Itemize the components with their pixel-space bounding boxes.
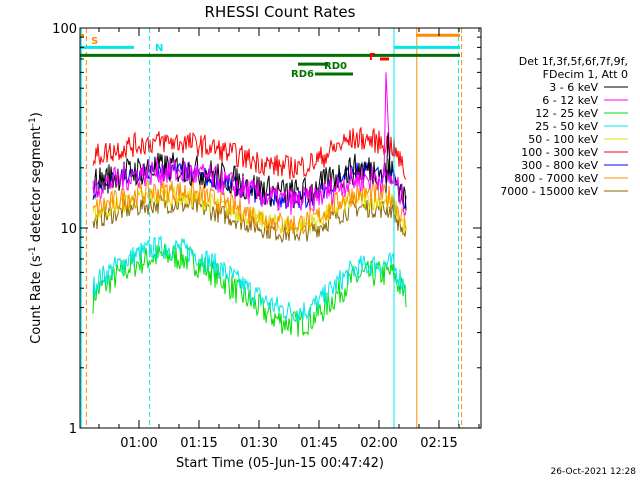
y-label-part3: ) xyxy=(29,112,44,117)
y-tick-label-3: 100 xyxy=(52,22,77,37)
flare-spike-black xyxy=(385,132,391,193)
s-marker xyxy=(81,34,84,37)
y-tick-label-1: 1 xyxy=(69,422,77,437)
legend-label-1: 3 - 6 keV xyxy=(549,81,598,94)
series-line-3 xyxy=(92,243,407,337)
y-label-exp2: -1 xyxy=(28,117,38,126)
series-line-8 xyxy=(92,179,407,235)
legend-label-9: 7000 - 15000 keV xyxy=(500,185,598,198)
label-rd6: RD6 xyxy=(291,69,314,80)
x-tick-label-3: 01:30 xyxy=(240,436,277,451)
x-tick-label-5: 02:00 xyxy=(360,436,397,451)
series-line-4 xyxy=(92,234,407,323)
x-tick-label-2: 01:15 xyxy=(180,436,217,451)
plot-area: S N RD0 RD6 F xyxy=(80,28,463,428)
x-axis-label: Start Time (05-Jun-15 00:47:42) xyxy=(176,456,384,471)
legend-label-3: 12 - 25 keV xyxy=(535,107,598,120)
label-f: F xyxy=(369,52,376,63)
plot-clipped xyxy=(92,72,407,337)
axis-ticks: 1 10 100 01:00 01:15 01:30 01:45 02:00 02:15 xyxy=(52,22,481,451)
label-rd0: RD0 xyxy=(324,61,347,72)
legend-header-1: Det 1f,3f,5f,6f,7f,9f, xyxy=(519,55,628,68)
legend-label-8: 800 - 7000 keV xyxy=(514,172,598,185)
y-label-part1: Count Rate (s xyxy=(29,255,44,344)
legend-header-2: FDecim 1, Att 0 xyxy=(543,68,628,81)
legend-label-7: 300 - 800 keV xyxy=(521,159,598,172)
y-label-part2: detector segment xyxy=(29,126,44,246)
flare-spike-magenta xyxy=(383,72,391,177)
plot-frame xyxy=(79,27,482,429)
y-tick-label-2: 10 xyxy=(60,222,77,237)
x-tick-label-6: 02:15 xyxy=(420,436,457,451)
x-tick-label-4: 01:45 xyxy=(300,436,337,451)
legend: Det 1f,3f,5f,6f,7f,9f,FDecim 1, Att 03 -… xyxy=(500,55,628,198)
y-label-exp1: -1 xyxy=(28,246,38,255)
legend-label-5: 50 - 100 keV xyxy=(528,133,598,146)
y-axis-label: Count Rate (s-1 detector segment-1) xyxy=(28,112,44,344)
chart-title: RHESSI Count Rates xyxy=(205,3,356,21)
legend-label-6: 100 - 300 keV xyxy=(521,146,598,159)
legend-label-4: 25 - 50 keV xyxy=(535,120,598,133)
series-line-2 xyxy=(92,157,407,216)
label-s: S xyxy=(91,36,98,47)
legend-label-2: 6 - 12 keV xyxy=(542,94,598,107)
label-n: N xyxy=(155,43,163,54)
timestamp: 26-Oct-2021 12:28 xyxy=(551,467,637,477)
x-tick-label-1: 01:00 xyxy=(120,436,157,451)
series-line-6 xyxy=(92,126,407,180)
